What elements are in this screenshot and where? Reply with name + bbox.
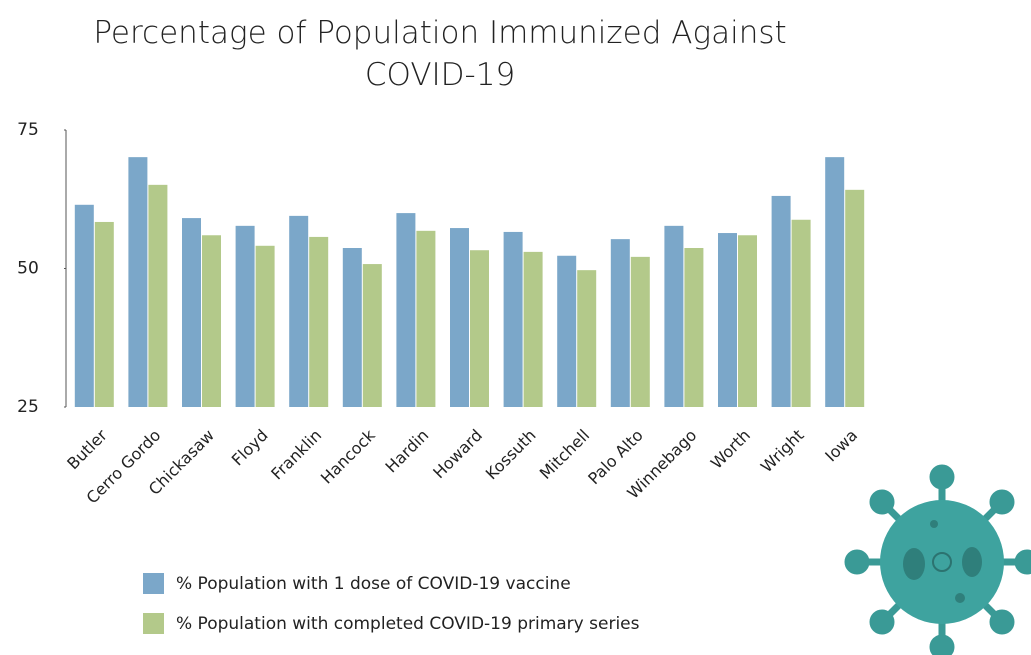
bar: [289, 215, 309, 407]
bar: [470, 250, 489, 407]
bar: [362, 264, 382, 407]
bar: [610, 239, 630, 407]
bar: [771, 195, 791, 407]
x-tick-label: Iowa: [821, 426, 861, 466]
x-tick-label: Butler: [63, 425, 111, 473]
bar: [94, 221, 114, 407]
bar: [791, 219, 811, 407]
x-tick-label: Hardin: [382, 426, 433, 477]
x-tick-label: Kossuth: [482, 426, 540, 484]
y-tick-label: 75: [17, 120, 39, 140]
bar: [148, 184, 168, 407]
legend-label: % Population with completed COVID-19 pri…: [176, 614, 640, 634]
bar: [235, 225, 255, 407]
x-tick-label: Floyd: [228, 426, 272, 470]
bar: [182, 218, 201, 407]
bar: [845, 189, 865, 407]
bar: [664, 225, 684, 407]
legend-label: % Population with 1 dose of COVID-19 vac…: [176, 574, 571, 594]
bar: [523, 251, 543, 407]
y-tick-label: 50: [17, 259, 39, 279]
bar: [342, 248, 362, 407]
bar: [74, 204, 94, 407]
bar: [825, 157, 845, 407]
bar: [128, 157, 148, 407]
bar: [557, 255, 577, 407]
x-tick-label: Worth: [707, 426, 754, 473]
chart-title: Percentage of Population Immunized Again…: [93, 15, 786, 93]
bar: [503, 231, 523, 407]
bar: [738, 235, 757, 407]
bar: [684, 248, 704, 407]
legend-swatch: [143, 573, 164, 594]
bar: [577, 270, 597, 407]
y-tick-label: 25: [17, 397, 39, 417]
legend-swatch: [143, 613, 164, 634]
bar: [309, 236, 329, 407]
x-tick-label: Wright: [757, 426, 808, 477]
x-tick-label: Howard: [429, 426, 486, 483]
bar: [202, 235, 221, 407]
bar: [396, 213, 416, 407]
bar: [718, 233, 737, 407]
bar: [416, 230, 436, 407]
virus-icon: [844, 464, 1031, 655]
bar: [450, 228, 469, 407]
bar: [255, 245, 275, 407]
bar: [630, 256, 650, 407]
x-tick-label: Hancock: [317, 425, 379, 487]
